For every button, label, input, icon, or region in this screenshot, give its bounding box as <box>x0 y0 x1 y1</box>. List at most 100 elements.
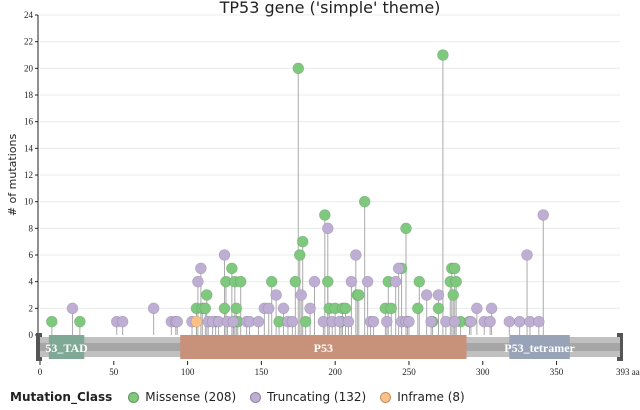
legend-item-inframe[interactable]: Inframe (8) <box>380 390 465 404</box>
lollipop-head-missense[interactable]: Missense 8: 1 <box>46 315 58 328</box>
lollipop-head-truncating[interactable]: Truncating 330: 6 <box>521 249 533 261</box>
x-tick-label: 100 <box>181 367 195 377</box>
lollipop-head-truncating[interactable]: Truncating 306: 2 <box>485 302 498 315</box>
y-tick-label: 8 <box>29 223 34 233</box>
lollipop-head-truncating[interactable]: Truncating 131: 1 <box>227 315 240 328</box>
x-tick-label: 250 <box>402 367 416 377</box>
lollipop-head-truncating[interactable]: Truncating 265: 1 <box>425 315 437 328</box>
legend-item-missense[interactable]: Missense (208) <box>128 390 236 404</box>
gridlines <box>40 14 620 309</box>
lollipop-head-missense[interactable]: Missense 270: 2 <box>432 302 445 315</box>
lollipop-head-truncating[interactable]: Truncating 22: 2 <box>66 302 79 315</box>
lollipop-head-missense[interactable]: Missense 195: 4 <box>321 275 334 288</box>
lollipop-head-missense[interactable]: Missense 112: 2 <box>199 302 212 315</box>
lollipop-head-missense[interactable]: Missense 238: 2 <box>385 302 398 315</box>
lollipop-head-truncating[interactable]: Truncating 93: 1 <box>171 315 184 328</box>
y-tick-label: 16 <box>24 117 34 127</box>
lollipop-head-truncating[interactable]: Truncating 222: 4 <box>361 275 374 288</box>
domain-p53[interactable] <box>180 335 467 359</box>
lollipop-head-missense[interactable]: Missense 216: 3 <box>352 289 365 301</box>
domain-53-tad[interactable] <box>48 335 85 359</box>
lollipop-head-truncating[interactable]: Truncating 243: 5 <box>392 262 405 275</box>
lollipop-head-truncating[interactable]: Truncating 109: 5 <box>195 262 207 275</box>
domain-p53-tetramer[interactable] <box>509 335 570 359</box>
lollipop-head-truncating[interactable]: Truncating 305: 1 <box>484 315 496 328</box>
lollipop-head-missense[interactable]: Missense 175: 20 <box>292 62 305 75</box>
lollipop-head-missense[interactable]: Missense 256: 2 <box>412 302 424 315</box>
lollipop-head-truncating[interactable]: Truncating 250: 1 <box>403 315 415 328</box>
y-tick-label: 10 <box>24 197 34 207</box>
lollipop-head-truncating[interactable]: Truncating 195: 8 <box>321 222 334 235</box>
y-tick-label: 4 <box>29 277 34 287</box>
lollipop-head-truncating[interactable]: Truncating 107: 4 <box>192 275 204 288</box>
lollipop-head-missense[interactable]: Missense 248: 8 <box>400 222 412 235</box>
protein-track: 53_TAD P53 P53_tetramer <box>36 333 623 361</box>
lollipop-head-truncating[interactable]: Truncating 148: 1 <box>252 315 265 328</box>
lollipop-head-truncating[interactable]: Truncating 209: 1 <box>342 315 355 328</box>
x-tick-label: 200 <box>328 367 342 377</box>
lollipop-head-truncating[interactable]: Truncating 177: 3 <box>295 289 308 301</box>
lollipop-head-missense[interactable]: Missense 282: 4 <box>450 275 462 288</box>
lollipop-head-missense[interactable]: Missense 193: 9 <box>319 209 331 221</box>
y-tick-label: 14 <box>24 143 34 153</box>
lollipop-head-truncating[interactable]: Truncating 296: 2 <box>471 302 483 315</box>
lollipop-head-missense[interactable]: Missense 136: 4 <box>234 275 247 288</box>
lollipop-head-missense[interactable]: Missense 257: 4 <box>413 275 426 288</box>
lollipop-head-missense[interactable]: Missense 130: 5 <box>226 262 238 275</box>
chart-title: TP53 gene ('simple' theme) <box>219 0 441 17</box>
legend-label: Inframe (8) <box>397 390 465 404</box>
legend-swatch <box>128 391 140 403</box>
domain-label: 53_TAD <box>45 341 88 355</box>
lollipop-head-missense[interactable]: Missense 157: 4 <box>265 275 278 288</box>
x-end-label: 393 aa <box>616 367 640 377</box>
lollipop-head-truncating[interactable]: Truncating 211: 4 <box>345 275 358 288</box>
y-tick-label: 2 <box>29 303 34 313</box>
lollipop-head-truncating[interactable]: Truncating 226: 1 <box>367 315 380 328</box>
protein-start-cap <box>36 333 42 361</box>
lollipop-head-missense[interactable]: Missense 178: 7 <box>296 235 309 248</box>
lollipop-head-truncating[interactable]: Truncating 125: 6 <box>218 249 231 261</box>
lollipop-head-truncating[interactable]: Truncating 235: 1 <box>381 315 393 328</box>
lollipop-head-missense[interactable]: Missense 207: 2 <box>339 302 352 315</box>
lollipop-head-truncating[interactable]: Truncating 338: 1 <box>533 315 545 328</box>
lollipop-head-truncating[interactable]: Truncating 270: 3 <box>432 289 445 301</box>
lollipop-head-missense[interactable]: Missense 113: 3 <box>200 289 213 301</box>
lollipop-head-truncating[interactable]: Truncating 183: 2 <box>304 302 316 315</box>
lollipop-head-missense[interactable]: Missense 27: 1 <box>74 315 86 328</box>
lollipop-head-truncating[interactable]: Truncating 165: 2 <box>277 302 290 315</box>
lollipop-head-missense[interactable]: Missense 133: 2 <box>230 302 243 315</box>
lollipop-head-missense[interactable]: Missense 280: 3 <box>447 289 460 301</box>
lollipop-head-truncating[interactable]: Truncating 186: 4 <box>308 275 321 288</box>
lollipop-head-truncating[interactable]: Truncating 214: 6 <box>350 249 362 261</box>
domain-label: P53_tetramer <box>504 341 575 355</box>
lollipop-head-truncating[interactable]: Truncating 325: 1 <box>513 315 526 328</box>
lollipop-head-truncating[interactable]: Truncating 262: 3 <box>420 289 433 301</box>
lollipop-head-truncating[interactable]: Truncating 318: 1 <box>503 315 516 328</box>
legend-label: Truncating (132) <box>267 390 367 404</box>
lollipop-head-truncating[interactable]: Truncating 292: 1 <box>465 315 477 328</box>
lollipop-head-missense[interactable]: Missense 220: 10 <box>358 195 371 208</box>
lollipop-head-truncating[interactable]: Truncating 171: 1 <box>286 315 299 328</box>
lollipop-head-truncating[interactable]: Truncating 155: 2 <box>262 302 275 315</box>
lollipop-head-inframe[interactable]: Inframe 106: 1 <box>190 315 203 328</box>
y-tick-label: 24 <box>24 10 34 20</box>
lollipop-head-truncating[interactable]: Truncating 56: 1 <box>116 315 129 328</box>
legend-label: Missense (208) <box>145 390 237 404</box>
lollipop-head-missense[interactable]: Missense 180: 1 <box>299 315 312 328</box>
lollipop-head-missense[interactable]: Missense 125: 2 <box>218 302 231 315</box>
lollipop-head-truncating[interactable]: Truncating 241: 4 <box>389 275 402 288</box>
lollipop-head-truncating[interactable]: Truncating 77: 2 <box>147 302 160 315</box>
x-tick-label: 300 <box>476 367 490 377</box>
lollipop-head-missense[interactable]: Missense 273: 21 <box>437 49 449 61</box>
lollipop-head-missense[interactable]: Missense 281: 5 <box>448 262 461 275</box>
domain-label: P53 <box>314 341 333 355</box>
lollipop-head-truncating[interactable]: Truncating 341: 9 <box>537 209 550 221</box>
legend-item-truncating[interactable]: Truncating (132) <box>250 390 366 404</box>
legend-title: Mutation_Class <box>10 390 113 404</box>
lollipop-head-missense[interactable]: Missense 173: 4 <box>289 275 302 288</box>
lollipop-head-missense[interactable]: Missense 176: 6 <box>293 249 306 261</box>
y-tick-label: 20 <box>24 63 34 73</box>
lollipop-head-truncating[interactable]: Truncating 281: 1 <box>448 315 461 328</box>
lollipop-head-truncating[interactable]: Truncating 160: 3 <box>270 289 282 301</box>
